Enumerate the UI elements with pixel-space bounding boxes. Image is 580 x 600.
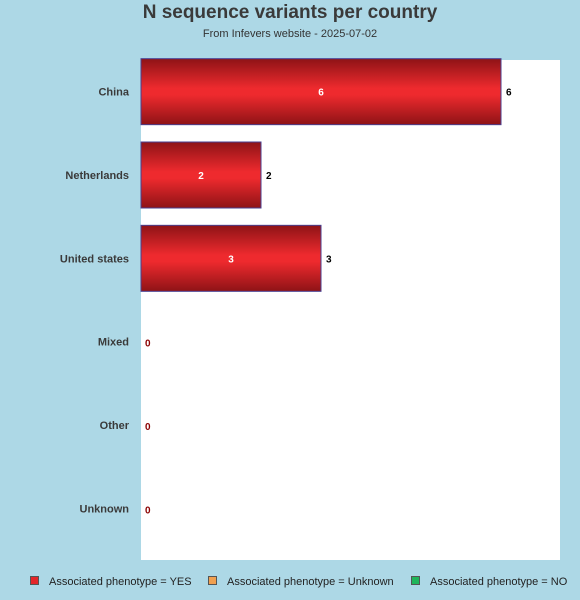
legend-label-yes: Associated phenotype = YES bbox=[49, 576, 192, 588]
total-label-united-states: 3 bbox=[326, 254, 332, 265]
bar-united-states bbox=[140, 224, 322, 292]
total-label-netherlands: 2 bbox=[266, 171, 272, 182]
category-label-mixed: Mixed bbox=[98, 337, 129, 349]
category-label-united-states: United states bbox=[60, 253, 129, 265]
legend-label-unknown: Associated phenotype = Unknown bbox=[227, 576, 394, 588]
bar-value-label-netherlands: 2 bbox=[198, 171, 204, 182]
legend-swatch-yes bbox=[30, 576, 39, 585]
plot-area bbox=[141, 60, 560, 560]
category-label-china: China bbox=[98, 87, 129, 99]
chart-subtitle: From Infevers website - 2025-07-02 bbox=[202, 28, 378, 40]
legend-swatch-no bbox=[411, 576, 420, 585]
total-label-mixed: 0 bbox=[145, 339, 151, 350]
bar-value-label-china: 6 bbox=[318, 88, 324, 99]
legend-item-yes[interactable]: Associated phenotype = YES bbox=[30, 576, 192, 588]
total-label-other: 0 bbox=[145, 422, 151, 433]
chart-title: N sequence variants per country bbox=[142, 2, 438, 23]
category-label-netherlands: Netherlands bbox=[65, 170, 129, 182]
bar-china bbox=[140, 58, 502, 126]
legend-item-unknown[interactable]: Associated phenotype = Unknown bbox=[208, 576, 394, 588]
bar-value-label-united-states: 3 bbox=[228, 254, 234, 265]
category-label-unknown: Unknown bbox=[80, 503, 130, 515]
bar-netherlands bbox=[140, 141, 262, 209]
legend-swatch-unknown bbox=[208, 576, 217, 585]
legend-label-no: Associated phenotype = NO bbox=[430, 576, 568, 588]
category-label-other: Other bbox=[100, 420, 130, 432]
total-label-china: 6 bbox=[506, 88, 512, 99]
legend-item-no[interactable]: Associated phenotype = NO bbox=[411, 576, 567, 588]
total-label-unknown: 0 bbox=[145, 505, 151, 516]
